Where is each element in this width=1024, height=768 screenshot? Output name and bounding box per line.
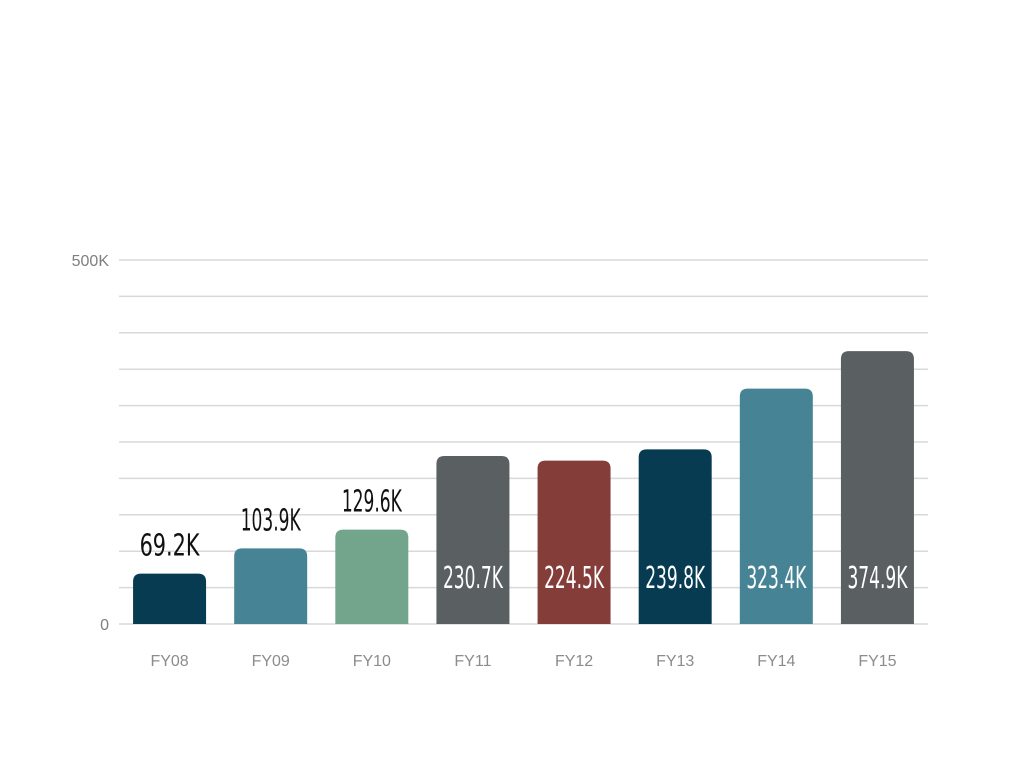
data-label-fy14: 323.4K <box>746 561 807 596</box>
y-axis-ticks: 0 500K <box>72 253 110 634</box>
x-tick-label-fy13: FY13 <box>656 653 694 670</box>
x-tick-label-fy10: FY10 <box>353 653 391 670</box>
y-tick-label: 0 <box>100 617 109 634</box>
x-tick-label-fy14: FY14 <box>757 653 795 670</box>
bar-fy08 <box>133 573 207 624</box>
x-tick-label-fy11: FY11 <box>454 653 491 670</box>
data-label-fy15: 374.9K <box>847 561 908 596</box>
data-label-fy13: 239.8K <box>645 561 706 596</box>
y-tick-label: 500K <box>72 253 110 270</box>
x-tick-label-fy09: FY09 <box>252 653 290 670</box>
bars <box>133 351 914 624</box>
x-tick-label-fy08: FY08 <box>150 653 188 670</box>
x-axis-ticks: FY08 FY09 FY10 FY11 FY12 FY13 FY14 FY15 <box>150 653 896 670</box>
data-label-fy11: 230.7K <box>443 561 504 596</box>
x-tick-label-fy12: FY12 <box>555 653 593 670</box>
x-tick-label-fy15: FY15 <box>858 653 896 670</box>
bar-fy12 <box>537 460 611 624</box>
data-label-fy09: 103.9K <box>241 503 302 538</box>
bar-fy13 <box>638 449 712 624</box>
bar-fy15 <box>840 351 914 624</box>
data-labels: 69.2K 103.9K 129.6K 230.7K 224.5K 239.8K 323.4… <box>140 485 909 596</box>
data-label-fy10: 129.6K <box>342 485 403 520</box>
bar-fy11 <box>436 456 510 624</box>
bar-fy09 <box>234 548 308 624</box>
bar-fy14 <box>739 388 813 624</box>
bar-fy10 <box>335 529 409 624</box>
data-label-fy12: 224.5K <box>544 561 605 596</box>
data-label-fy08: 69.2K <box>140 529 201 564</box>
